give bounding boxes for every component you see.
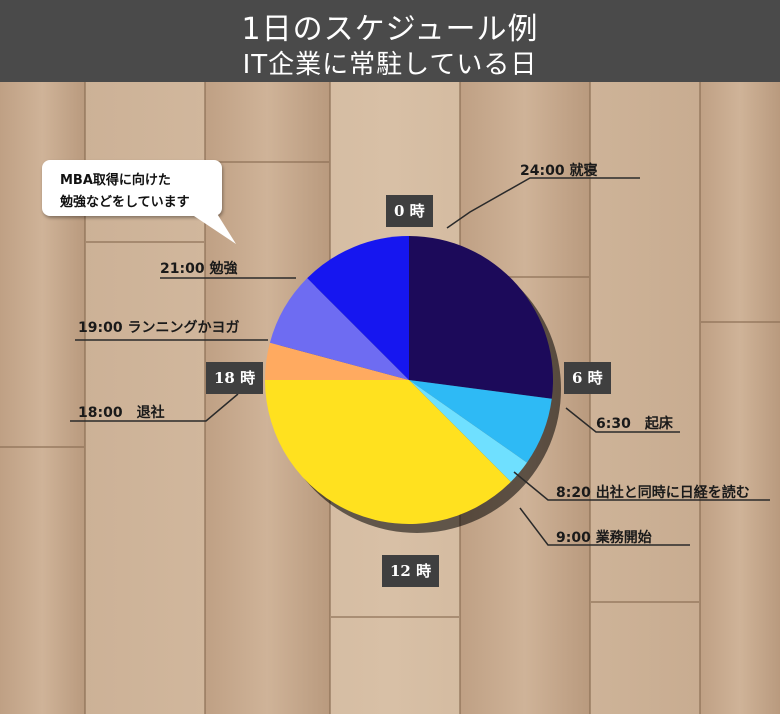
callout-line-1: MBA取得に向けた <box>60 173 171 188</box>
hour-label-18: 18 時 <box>206 362 264 394</box>
callout-bubble: MBA取得に向けた 勉強などをしています <box>42 160 222 216</box>
leader-line-1 <box>565 407 680 433</box>
pie-slice-1 <box>409 380 552 463</box>
page-subtitle: IT企業に常駐している日 <box>242 50 538 80</box>
callout-line-2: 勉強などをしています <box>60 195 190 210</box>
annotation-work: 9:00 業務開始 <box>556 530 652 546</box>
annotation-sleep: 24:00 就寝 <box>520 163 598 179</box>
pie-slice-6 <box>307 236 409 380</box>
leader-line-4 <box>70 393 239 422</box>
pie-slice-0 <box>409 236 553 399</box>
pie-slice-2 <box>409 380 527 482</box>
header-bar: 1日のスケジュール例 IT企業に常駐している日 <box>0 0 780 82</box>
annotation-study: 21:00 勉強 <box>160 261 238 277</box>
pie-slice-3 <box>265 380 511 524</box>
leader-line-3 <box>519 507 690 546</box>
leader-line-2 <box>513 471 770 501</box>
leader-line-0 <box>446 177 640 229</box>
pie-slice-5 <box>269 278 409 380</box>
hour-label-12: 12 時 <box>382 555 440 587</box>
hour-label-0: 0 時 <box>386 195 433 227</box>
callout-tail <box>188 212 236 244</box>
annotation-leave: 18:00 退社 <box>78 405 165 421</box>
pie-slice-4 <box>265 342 409 380</box>
annotation-wake: 6:30 起床 <box>596 416 673 432</box>
hour-label-6: 6 時 <box>564 362 611 394</box>
annotation-exercise: 19:00 ランニングかヨガ <box>78 320 240 336</box>
page-title: 1日のスケジュール例 <box>241 12 539 47</box>
annotation-commute: 8:20 出社と同時に日経を読む <box>556 485 750 501</box>
